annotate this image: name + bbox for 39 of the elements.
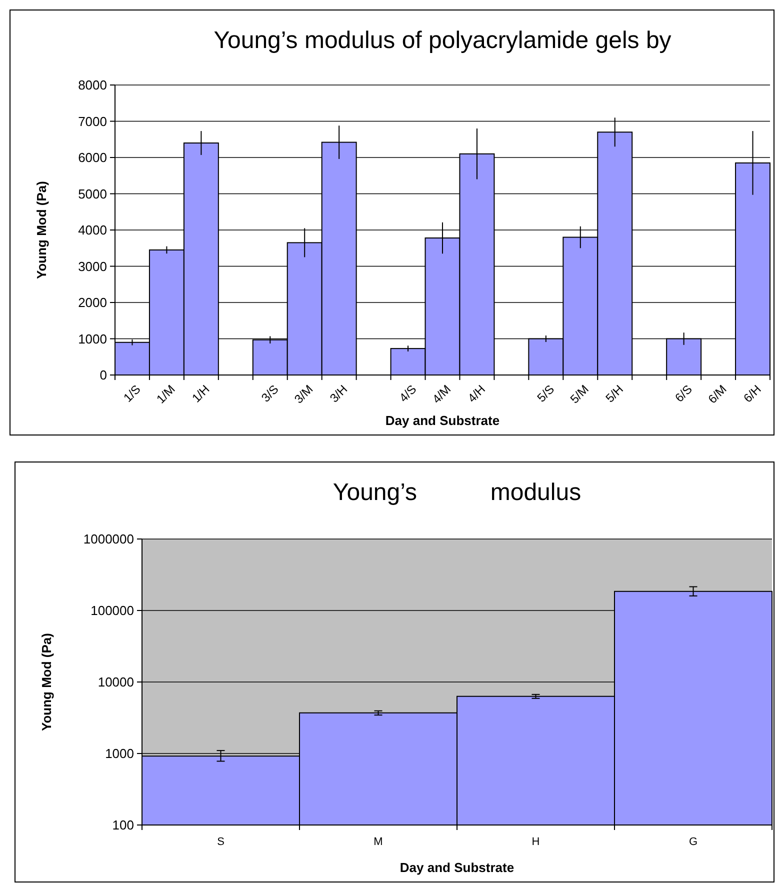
y-tick-label: 6000 bbox=[78, 150, 107, 166]
x-tick-label: S bbox=[217, 836, 224, 848]
x-tick-label: 5/M bbox=[567, 382, 592, 406]
x-axis-title: Day and Substrate bbox=[385, 413, 500, 428]
x-tick-label: 1/S bbox=[120, 382, 144, 405]
y-tick-label: 4000 bbox=[78, 222, 107, 238]
x-tick-label: 1/M bbox=[154, 382, 178, 406]
x-tick-label: G bbox=[688, 836, 698, 848]
y-axis-title: Young Mod (Pa) bbox=[34, 181, 49, 279]
y-tick-label: 8000 bbox=[78, 78, 107, 93]
y-tick-label: 5000 bbox=[78, 186, 107, 202]
x-tick-label: 3/H bbox=[327, 382, 350, 406]
y-tick-label: 100 bbox=[112, 818, 134, 833]
x-tick-label: H bbox=[532, 836, 540, 848]
y-tick-label: 0 bbox=[100, 368, 107, 383]
x-tick-label: 3/S bbox=[258, 382, 282, 405]
x-tick-label: 4/S bbox=[396, 382, 420, 405]
y-tick-label: 1000 bbox=[78, 331, 107, 346]
y-tick-label: 3000 bbox=[78, 258, 107, 274]
y-tick-label: 1000 bbox=[105, 746, 134, 762]
x-tick-label: 3/M bbox=[292, 382, 316, 406]
chart-title: Young’s modulus bbox=[332, 479, 582, 506]
y-tick-label: 7000 bbox=[78, 114, 107, 129]
y-tick-label: 100000 bbox=[90, 603, 134, 618]
x-tick-label: 5/H bbox=[602, 382, 626, 406]
x-tick-label: 4/H bbox=[464, 382, 488, 406]
y-tick-label: 10000 bbox=[98, 674, 134, 690]
x-tick-label: M bbox=[374, 836, 383, 848]
y-tick-label: 1000000 bbox=[83, 532, 134, 547]
x-tick-label: 6/S bbox=[672, 382, 695, 405]
x-tick-label: 1/H bbox=[189, 382, 212, 406]
x-tick-label: 6/M bbox=[705, 382, 730, 406]
y-axis-title: Young Mod (Pa) bbox=[39, 633, 54, 731]
x-tick-label: 5/S bbox=[534, 382, 558, 405]
x-tick-label: 6/H bbox=[740, 382, 764, 406]
y-tick-label: 2000 bbox=[78, 295, 107, 310]
x-tick-label: 4/M bbox=[430, 382, 454, 406]
x-axis-title: Day and Substrate bbox=[400, 860, 514, 875]
chart-title: Young’s modulus of polyacrylamide gels by bbox=[214, 27, 672, 54]
